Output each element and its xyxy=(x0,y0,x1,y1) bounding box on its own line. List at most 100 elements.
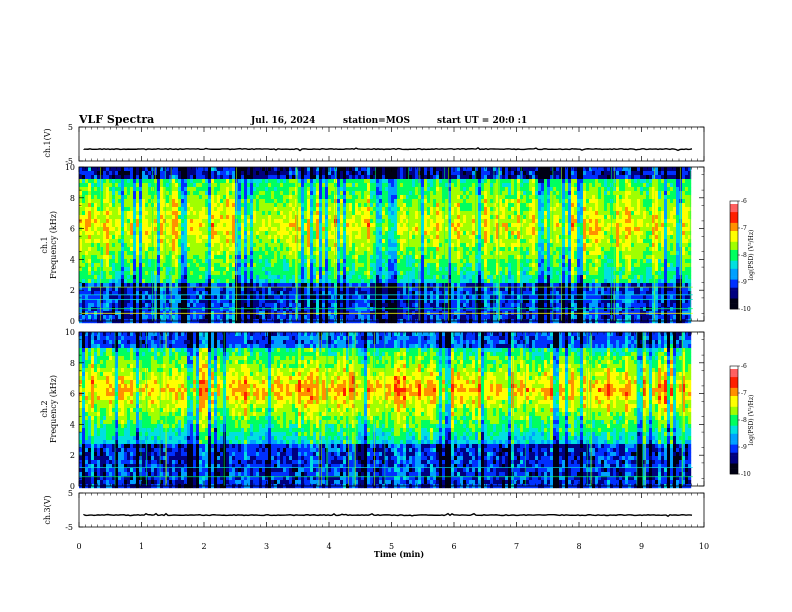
spectrogram-cell xyxy=(307,183,311,188)
spectrogram-cell xyxy=(367,271,371,276)
spectrogram-cell xyxy=(271,315,275,320)
spectrogram-cell xyxy=(283,199,287,204)
spectrogram-cell xyxy=(175,235,179,240)
spectrogram-cell xyxy=(442,299,446,304)
spectrogram-cell xyxy=(169,291,173,296)
spectrogram-cell xyxy=(202,283,206,288)
spectrogram-cell xyxy=(103,275,107,280)
spectrogram-cell xyxy=(112,195,116,200)
spectrogram-cell xyxy=(394,183,398,188)
spectrogram-cell xyxy=(145,251,149,256)
spectrogram-cell xyxy=(316,247,320,252)
spectrogram-cell xyxy=(127,219,131,224)
spectrogram-cell xyxy=(403,167,407,172)
spectrogram-cell xyxy=(256,195,260,200)
spectrogram-cell xyxy=(349,271,353,276)
spectrogram-cell xyxy=(79,251,83,256)
spectrogram-cell xyxy=(349,315,353,320)
spectrogram-cell xyxy=(178,287,182,292)
spectrogram-cell xyxy=(313,279,317,284)
spectrogram-cell xyxy=(358,247,362,252)
spectrogram-cell xyxy=(160,263,164,268)
spectrogram-cell xyxy=(394,199,398,204)
spectrogram-cell xyxy=(244,271,248,276)
spectrogram-cell xyxy=(124,191,128,196)
spectrogram-cell xyxy=(415,231,419,236)
spectrogram-cell xyxy=(103,279,107,284)
spectrogram-cell xyxy=(313,247,317,252)
spectrogram-cell xyxy=(394,211,398,216)
spectrogram-cell xyxy=(142,251,146,256)
spectrogram-cell xyxy=(439,287,443,292)
spectrogram-cell xyxy=(373,295,377,300)
spectrogram-cell xyxy=(373,207,377,212)
spectrogram-cell xyxy=(169,239,173,244)
spectrogram-cell xyxy=(211,179,215,184)
spectrogram-cell xyxy=(379,299,383,304)
spectrogram-cell xyxy=(184,171,188,176)
spectrogram-cell xyxy=(370,191,374,196)
spectrogram-cell xyxy=(130,231,134,236)
spectrogram-cell xyxy=(226,195,230,200)
spectrogram-cell xyxy=(427,199,431,204)
spectrogram-cell xyxy=(166,195,170,200)
spectrogram-cell xyxy=(238,303,242,308)
spectrogram-cell xyxy=(388,263,392,268)
spectrogram-cell xyxy=(106,275,110,280)
spectrogram-cell xyxy=(181,207,185,212)
spectrogram-cell xyxy=(436,259,440,264)
spectrogram-cell xyxy=(361,199,365,204)
spectrogram-cell xyxy=(286,207,290,212)
spectrogram-cell xyxy=(178,239,182,244)
spectrogram-cell xyxy=(178,307,182,312)
spectrogram-cell xyxy=(367,279,371,284)
spectrogram-cell xyxy=(376,247,380,252)
spectrogram-cell xyxy=(223,315,227,320)
spectrogram-cell xyxy=(112,303,116,308)
spectrogram-cell xyxy=(205,179,209,184)
spectrogram-cell xyxy=(391,199,395,204)
spectrogram-cell xyxy=(109,315,113,320)
spectrogram-cell xyxy=(397,211,401,216)
spectrogram-cell xyxy=(382,299,386,304)
spectrogram-cell xyxy=(346,287,350,292)
spectrogram-cell xyxy=(79,267,83,272)
spectrogram-cell xyxy=(427,243,431,248)
spectrogram-cell xyxy=(439,279,443,284)
spectrogram-cell xyxy=(211,171,215,176)
spectrogram-cell xyxy=(142,195,146,200)
spectrogram-cell xyxy=(430,259,434,264)
spectrogram-cell xyxy=(412,243,416,248)
spectrogram-cell xyxy=(82,279,86,284)
spectrogram-cell xyxy=(418,239,422,244)
spectrogram-cell xyxy=(124,247,128,252)
spectrogram-cell xyxy=(412,179,416,184)
spectrogram-cell xyxy=(325,227,329,232)
spectrogram-cell xyxy=(406,259,410,264)
spectrogram-cell xyxy=(367,247,371,252)
spectrogram-cell xyxy=(400,183,404,188)
spectrogram-cell xyxy=(385,219,389,224)
spectrogram-cell xyxy=(184,247,188,252)
spectrogram-cell xyxy=(328,303,332,308)
spectrogram-cell xyxy=(160,251,164,256)
spectrogram-cell xyxy=(202,303,206,308)
spectrogram-cell xyxy=(367,291,371,296)
spectrogram-cell xyxy=(100,227,104,232)
spectrogram-cell xyxy=(103,167,107,172)
spectrogram-cell xyxy=(217,303,221,308)
spectrogram-cell xyxy=(310,267,314,272)
spectrogram-cell xyxy=(142,199,146,204)
spectrogram-cell xyxy=(175,243,179,248)
spectrogram-cell xyxy=(94,271,98,276)
spectrogram-cell xyxy=(301,187,305,192)
spectrogram-cell xyxy=(133,175,137,180)
spectrogram-cell xyxy=(172,203,176,208)
spectrogram-cell xyxy=(133,207,137,212)
spectrogram-cell xyxy=(121,191,125,196)
spectrogram-cell xyxy=(268,179,272,184)
spectrogram-cell xyxy=(214,175,218,180)
spectrogram-cell xyxy=(175,299,179,304)
spectrogram-cell xyxy=(292,283,296,288)
spectrogram-cell xyxy=(313,291,317,296)
